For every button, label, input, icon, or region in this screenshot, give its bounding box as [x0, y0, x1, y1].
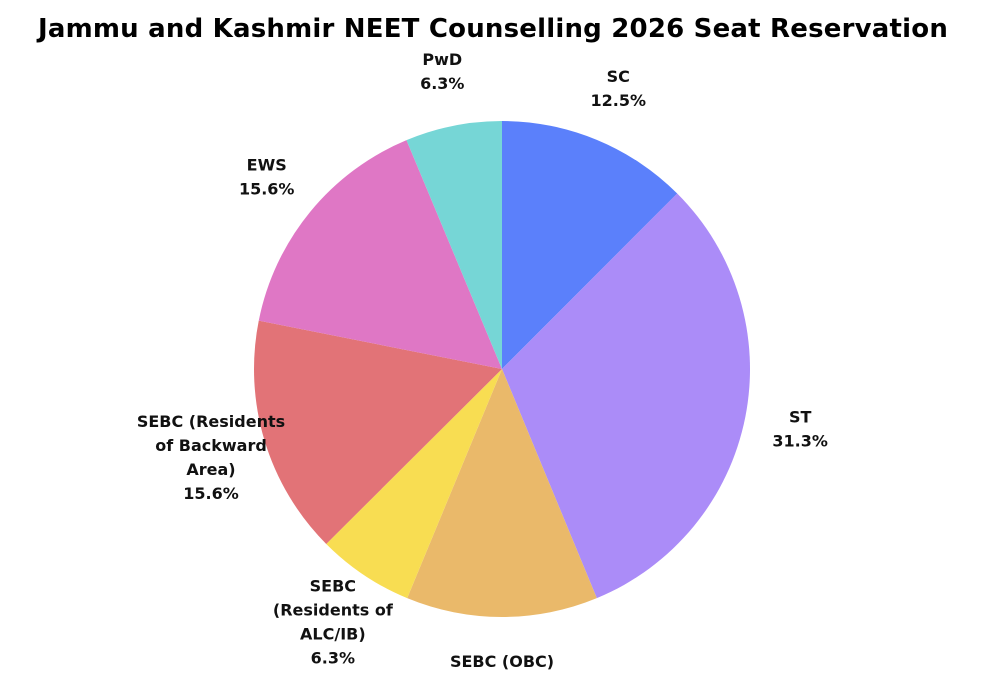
pie-slice-st	[502, 193, 750, 599]
slice-name-label: PwD	[422, 50, 462, 69]
pie-slice-ews	[258, 140, 502, 369]
slice-name-label: ST	[789, 407, 812, 426]
slice-value-label: 15.6%	[239, 179, 295, 198]
slice-name-label: SEBC	[310, 577, 356, 596]
slice-name-label: SEBC (Residents	[137, 412, 285, 431]
pie-slice-pwd	[406, 121, 502, 369]
slice-value-label: 12.5%	[590, 91, 646, 110]
pie-slice-sc	[502, 121, 678, 369]
slice-value-label: 6.3%	[420, 74, 464, 93]
pie-slice-sebc-obc	[407, 369, 597, 618]
slice-label-pwd: PwD 6.3%	[420, 50, 464, 93]
pie-slices	[254, 121, 750, 618]
slice-name-label: SEBC (OBC)	[450, 652, 554, 671]
slice-name-label: SC	[607, 67, 630, 86]
slice-label-sc: SC 12.5%	[590, 67, 646, 110]
pie-labels: SC 12.5% ST 31.3% SEBC (OBC)12.5% SEBC (Reside…	[137, 50, 828, 677]
slice-label-sebc-obc: SEBC (OBC)12.5%	[450, 652, 554, 677]
slice-label-ews: EWS 15.6%	[239, 155, 295, 198]
slice-name-label: Area)	[186, 460, 235, 479]
slice-value-label: 15.6%	[183, 484, 239, 503]
pie-slice-sebc-residents-of-alc-ib	[326, 369, 502, 599]
slice-name-label: (Residents of	[273, 601, 394, 620]
slice-name-label: of Backward	[155, 436, 267, 455]
slice-name-label: EWS	[247, 155, 287, 174]
slice-label-st: ST 31.3%	[772, 407, 828, 450]
slice-value-label: 6.3%	[311, 649, 355, 668]
pie-slice-sebc-residents-of-backward-area	[254, 320, 502, 544]
slice-name-label: ALC/IB)	[300, 625, 366, 644]
slice-value-label: 31.3%	[772, 431, 828, 450]
slice-label-sebc-residents-of-backward-area: SEBC (Residents of Backward Area) 15.6%	[137, 412, 285, 503]
chart-title: Jammu and Kashmir NEET Counselling 2026 …	[37, 14, 949, 44]
slice-label-sebc-residents-of-alc-ib: SEBC (Residents of ALC/IB) 6.3%	[273, 577, 394, 668]
